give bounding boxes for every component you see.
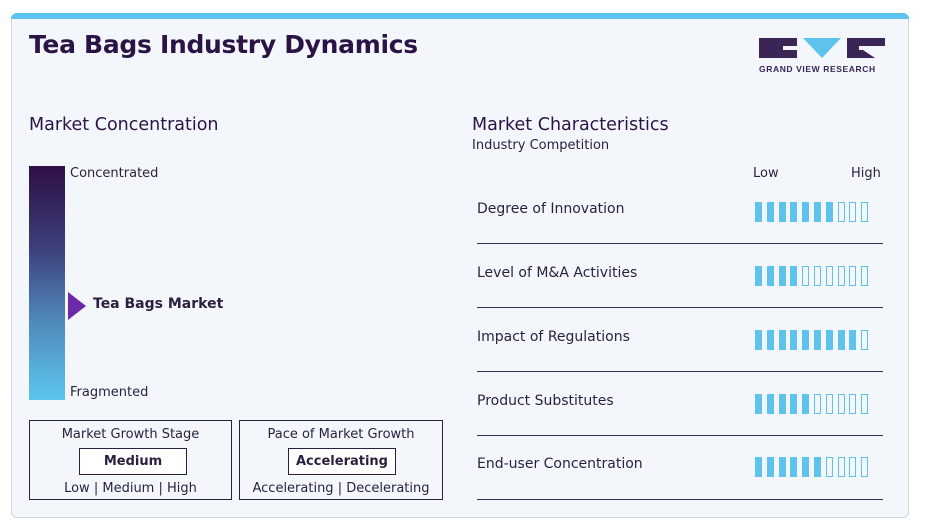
meter-segment-empty [849,266,857,286]
meter-segment-filled [766,394,774,414]
meter-segment-empty [861,457,869,477]
meter-segment-empty [861,202,869,222]
meter-segment-empty [837,394,845,414]
concentration-heading: Market Concentration [29,115,219,135]
meter-segment-filled [755,394,762,414]
meter-segment-filled [755,202,762,222]
meter-segment-empty [849,457,857,477]
meter-segment-filled [825,330,833,350]
meter-segment-filled [802,330,810,350]
row-divider [477,243,883,244]
meter-segment-empty [861,266,869,286]
meter-segment-empty [837,457,845,477]
growth-pace-option: Accelerating [252,481,334,496]
meter-segment-filled [849,330,857,350]
growth-stage-box: Market Growth Stage Medium Low | Medium … [29,420,232,500]
meter-segment-empty [825,394,833,414]
scale-high-label: High [851,166,881,181]
meter-segment-filled [778,330,786,350]
scale-low-label: Low [753,166,779,181]
gvr-logo-icon [759,38,885,58]
option-separator: | [93,481,103,496]
characteristic-label: Product Substitutes [477,393,614,409]
meter-segment-filled [790,202,798,222]
meter-segment-filled [790,457,798,477]
meter-segment-empty [861,330,869,350]
growth-stage-option: Medium [102,481,155,496]
growth-pace-box: Pace of Market Growth Accelerating Accel… [239,420,443,500]
meter-segment-filled [755,457,762,477]
meter-segment-filled [778,457,786,477]
meter-segment-filled [814,330,821,350]
growth-stage-value: Medium [79,448,187,475]
meter-segment-filled [802,202,810,222]
characteristic-label: End-user Concentration [477,456,643,472]
meter-segment-filled [755,330,762,350]
meter-segment-filled [825,202,833,222]
meter-segment-filled [837,330,845,350]
meter-segment-empty [802,266,810,286]
meter-segment-filled [766,330,774,350]
meter-segment-filled [766,457,774,477]
row-divider [477,499,883,500]
characteristics-subheading: Industry Competition [472,138,610,153]
meter-segment-empty [814,266,821,286]
meter-segment-empty [861,394,869,414]
concentration-gradient-bar [29,166,65,400]
meter-segment-filled [790,266,798,286]
brand-name: GRAND VIEW RESEARCH [759,64,876,74]
option-separator: | [158,481,167,496]
meter-segment-empty [825,266,833,286]
meter-segment-empty [825,457,833,477]
meter-segment-filled [802,457,810,477]
meter-segment-empty [837,202,845,222]
meter-segment-filled [802,394,810,414]
growth-pace-title: Pace of Market Growth [267,427,415,442]
row-divider [477,435,883,436]
meter-segment-filled [778,202,786,222]
meter-segment-filled [814,202,821,222]
fragmented-label: Fragmented [70,385,149,400]
characteristic-label: Level of M&A Activities [477,265,638,281]
growth-pace-option: Decelerating [346,481,430,496]
growth-stage-option: Low [64,481,90,496]
growth-stage-options: Low | Medium | High [30,481,231,496]
growth-pace-value: Accelerating [288,448,396,475]
meter-segment-empty [849,394,857,414]
meter-segment-filled [778,266,786,286]
meter-segment-filled [790,330,798,350]
meter-segment-empty [837,266,845,286]
characteristic-label: Impact of Regulations [477,329,630,345]
meter-segment-filled [778,394,786,414]
growth-pace-options: Accelerating | Decelerating [240,481,442,496]
meter-segment-filled [790,394,798,414]
meter-segment-filled [814,457,821,477]
row-divider [477,307,883,308]
characteristic-label: Degree of Innovation [477,201,625,217]
meter-segment-filled [766,266,774,286]
market-marker-label: Tea Bags Market [93,296,224,312]
concentrated-label: Concentrated [70,166,159,181]
meter-segment-filled [755,266,762,286]
page-title: Tea Bags Industry Dynamics [29,30,418,59]
top-accent-bar [11,13,909,19]
market-marker-icon [68,292,86,320]
meter-segment-empty [849,202,857,222]
row-divider [477,371,883,372]
growth-stage-option: High [167,481,197,496]
option-separator: | [337,481,347,496]
meter-segment-empty [814,394,821,414]
meter-segment-filled [766,202,774,222]
characteristics-heading: Market Characteristics [472,115,669,135]
growth-stage-title: Market Growth Stage [61,427,200,442]
